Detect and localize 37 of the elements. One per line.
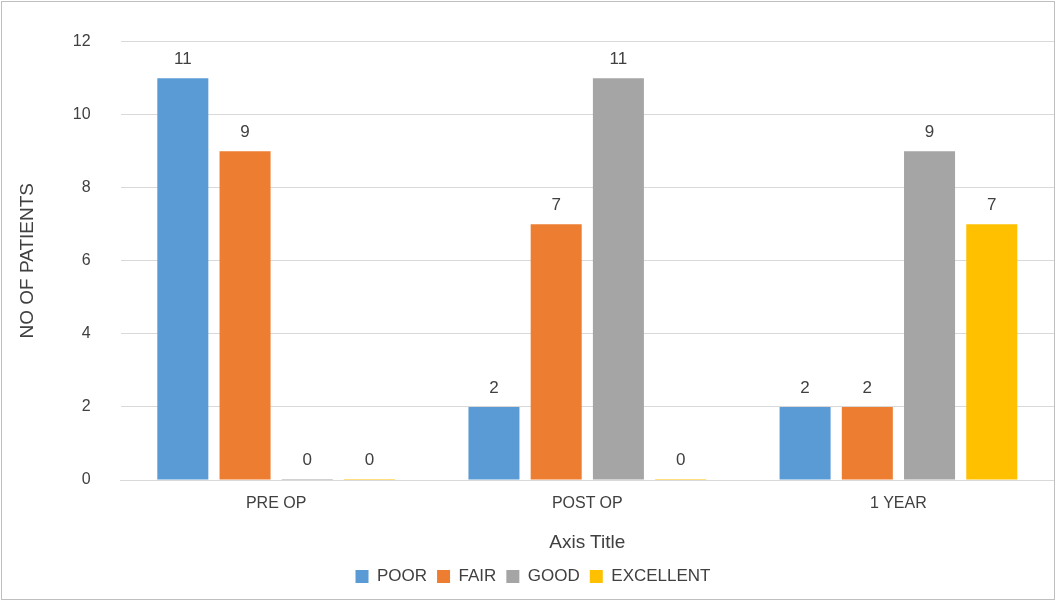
- y-tick-label: 12: [72, 32, 91, 50]
- data-label: 9: [924, 122, 935, 142]
- x-tick-label: PRE OP: [245, 494, 307, 512]
- bar: [904, 151, 956, 480]
- data-label: 2: [862, 378, 873, 398]
- legend-label: GOOD: [527, 566, 580, 586]
- y-tick-label: 10: [72, 105, 91, 123]
- bar: [841, 406, 893, 480]
- legend-label: FAIR: [458, 566, 497, 586]
- y-tick-label: 2: [81, 397, 91, 415]
- data-label: 7: [551, 195, 561, 215]
- x-axis-title: Axis Title: [549, 530, 626, 552]
- bar: [592, 78, 644, 480]
- y-axis-title: NO OF PATIENTS: [15, 183, 37, 339]
- x-tick-label: 1 YEAR: [870, 494, 927, 512]
- x-tick-label: POST OP: [551, 494, 623, 512]
- legend-label: EXCELLENT: [611, 566, 711, 586]
- y-tick-label: 4: [81, 324, 91, 342]
- bar: [157, 78, 209, 480]
- data-label: 11: [609, 49, 628, 69]
- bar: [966, 224, 1018, 480]
- bar: [779, 406, 831, 480]
- data-label: 7: [987, 195, 997, 215]
- data-label: 11: [174, 49, 192, 69]
- data-label: 0: [364, 450, 375, 470]
- bar: [219, 151, 271, 480]
- data-label: 2: [800, 378, 810, 398]
- data-label: 0: [302, 450, 313, 470]
- bar: [468, 406, 520, 480]
- y-tick-label: 6: [81, 251, 91, 269]
- y-tick-label: 8: [81, 178, 91, 196]
- data-label: 2: [489, 378, 499, 398]
- legend-label: POOR: [377, 566, 428, 586]
- data-label: 0: [675, 450, 686, 470]
- y-tick-label: 0: [81, 470, 91, 488]
- bar: [530, 224, 582, 480]
- data-label: 9: [240, 122, 250, 142]
